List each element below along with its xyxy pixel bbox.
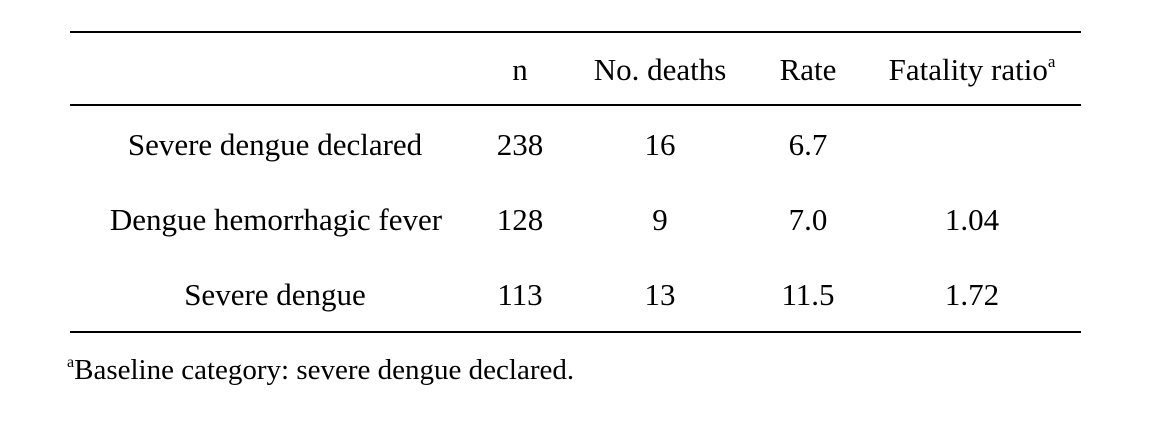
row-deaths: 16 xyxy=(644,127,676,162)
table-footnote: aBaseline category: severe dengue declar… xyxy=(67,352,574,393)
row-label: Severe dengue declared xyxy=(127,127,423,162)
row-label: Dengue hemorrhagic fever xyxy=(109,202,443,237)
row-n: 238 xyxy=(496,127,544,162)
footnote-mark: a xyxy=(67,354,75,371)
table-bottom-rule xyxy=(70,331,1081,333)
row-rate: 6.7 xyxy=(788,127,828,162)
header-deaths: No. deaths xyxy=(593,52,727,87)
footnote-text: Baseline category: severe dengue declare… xyxy=(74,354,575,386)
row-deaths: 9 xyxy=(652,202,668,237)
row-label: Severe dengue xyxy=(184,277,366,312)
footnote-marker: a xyxy=(1047,52,1056,71)
table-header-rule xyxy=(70,104,1081,106)
header-fatality-ratio-text: Fatality ratio xyxy=(888,52,1048,87)
row-deaths: 13 xyxy=(644,277,676,312)
row-rate: 7.0 xyxy=(788,202,828,237)
row-fatality-ratio: 1.04 xyxy=(944,202,1000,237)
row-n: 113 xyxy=(497,277,543,312)
table-top-rule xyxy=(70,31,1081,33)
header-rate: Rate xyxy=(779,52,837,87)
row-rate: 11.5 xyxy=(781,277,835,312)
row-fatality-ratio: 1.72 xyxy=(944,277,1000,312)
header-n: n xyxy=(512,52,528,87)
header-fatality-ratio: Fatality ratioa xyxy=(862,52,1082,93)
row-n: 128 xyxy=(496,202,544,237)
